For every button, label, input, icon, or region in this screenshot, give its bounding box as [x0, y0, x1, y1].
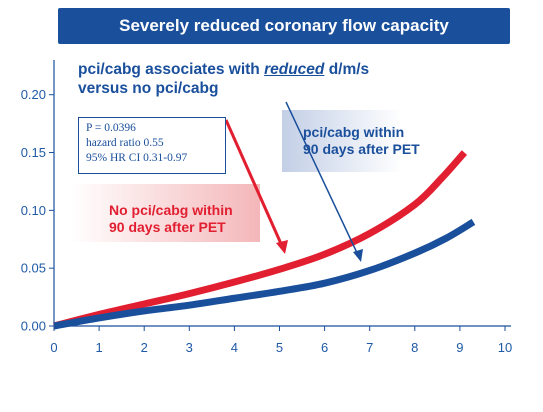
headline-emphasis: reduced [264, 61, 325, 78]
y-tick-label: 0.10 [21, 203, 46, 218]
series-label-pci-line-2: 90 days after PET [303, 141, 420, 157]
stats-box: P = 0.0396 hazard ratio 0.55 95% HR CI 0… [78, 117, 226, 174]
x-tick-label: 10 [498, 340, 512, 355]
headline-text-3: versus no pci/cabg [78, 80, 219, 97]
x-tick-label: 0 [50, 340, 57, 355]
red-pointer-arrow [224, 119, 284, 247]
x-tick-label: 4 [231, 340, 238, 355]
x-tick-label: 3 [186, 340, 193, 355]
stats-p-value: P = 0.0396 [86, 122, 136, 134]
red-label-highlight [70, 184, 260, 242]
x-tick-label: 2 [141, 340, 148, 355]
headline-text-2: d/m/s [324, 61, 370, 78]
series-label-no-pci-line-2: 90 days after PET [109, 219, 226, 235]
y-tick-label: 0.05 [21, 261, 46, 276]
x-tick-label: 5 [276, 340, 283, 355]
series-label-no-pci: No pci/cabg within 90 days after PET [109, 202, 233, 236]
series-label-pci-line-1: pci/cabg within [303, 124, 405, 140]
stats-hazard-ratio: hazard ratio 0.55 [86, 137, 164, 149]
blue-pointer-arrowhead [353, 249, 363, 262]
series-line-no-pci [53, 150, 468, 330]
stats-ci: 95% HR CI 0.31-0.97 [86, 152, 188, 164]
x-tick-label: 1 [95, 340, 102, 355]
x-tick-label: 6 [321, 340, 328, 355]
x-tick-label: 7 [366, 340, 373, 355]
x-tick-label: 9 [456, 340, 463, 355]
headline-text-1: pci/cabg associates with [78, 61, 265, 78]
red-pointer-arrowhead [276, 240, 288, 254]
blue-label-highlight [282, 110, 402, 172]
y-tick-label: 0.00 [21, 319, 46, 334]
series-label-no-pci-line-1: No pci/cabg within [109, 202, 233, 218]
headline-annotation: pci/cabg associates with reduced d/m/s v… [78, 60, 369, 98]
blue-pointer-arrow [285, 101, 359, 256]
chart-title: Severely reduced coronary flow capacity [58, 8, 510, 44]
y-tick-label: 0.20 [21, 87, 46, 102]
series-line-pci [53, 218, 476, 330]
y-tick-label: 0.15 [21, 145, 46, 160]
series-label-pci: pci/cabg within 90 days after PET [303, 124, 420, 158]
x-tick-label: 8 [411, 340, 418, 355]
